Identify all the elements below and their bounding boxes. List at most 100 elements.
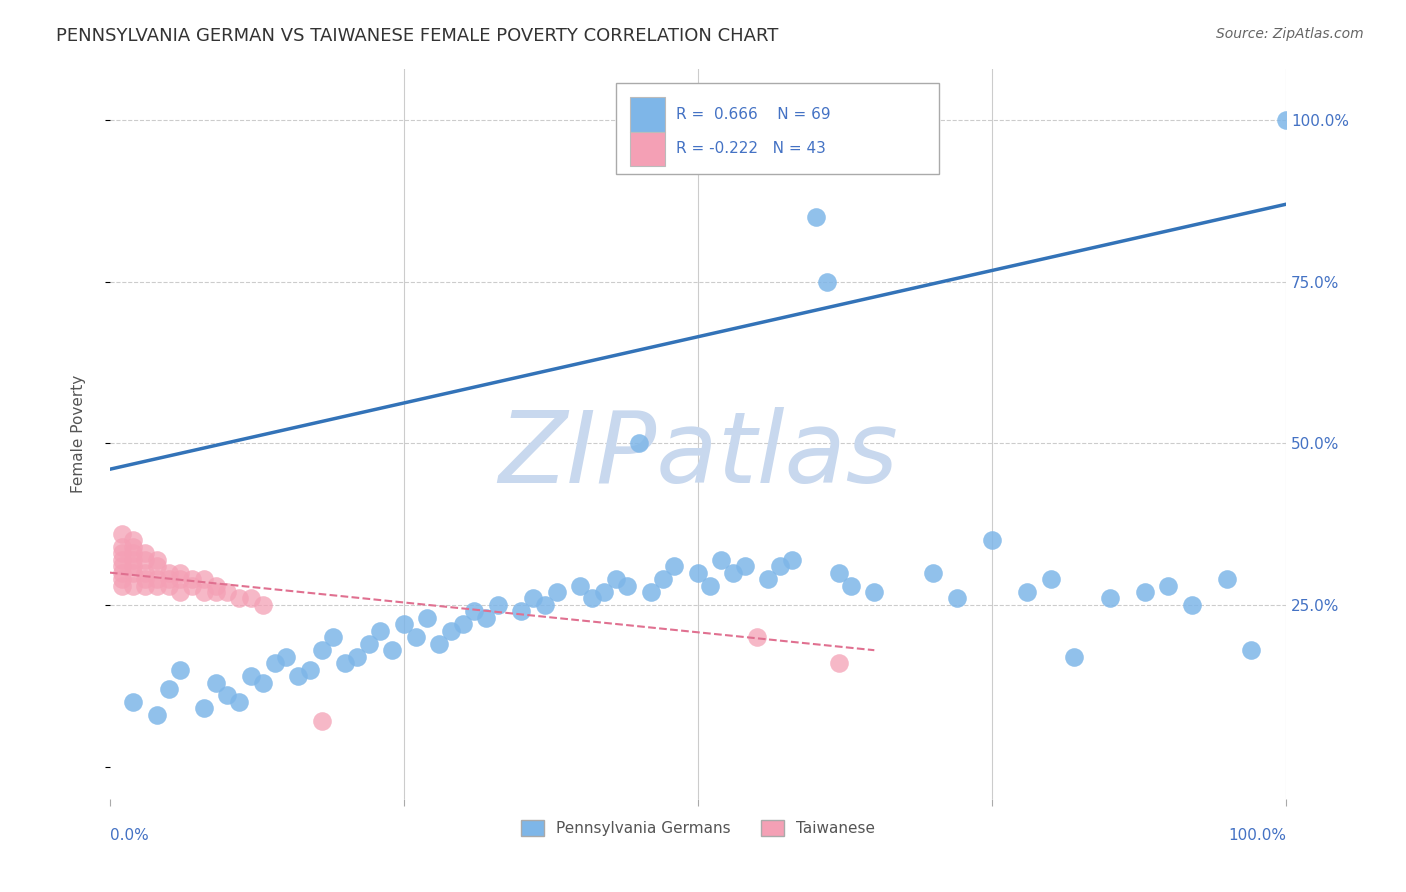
Point: [922, 566, 945, 580]
Point: [228, 591, 250, 606]
Point: [1063, 649, 1085, 664]
Point: [322, 630, 344, 644]
Point: [217, 689, 239, 703]
Point: [1275, 113, 1298, 128]
Point: [181, 572, 204, 586]
Point: [1157, 578, 1180, 592]
Point: [122, 552, 145, 566]
Point: [592, 585, 614, 599]
Point: [357, 637, 380, 651]
Point: [110, 540, 132, 554]
Point: [228, 695, 250, 709]
Point: [110, 552, 132, 566]
Point: [252, 598, 274, 612]
Point: [628, 436, 651, 450]
Point: [134, 546, 156, 560]
Point: [169, 566, 191, 580]
Point: [146, 559, 169, 574]
Point: [699, 578, 721, 592]
Point: [1240, 643, 1263, 657]
Point: [828, 656, 851, 670]
Point: [311, 714, 333, 729]
Point: [240, 591, 263, 606]
Point: [745, 630, 768, 644]
Point: [157, 578, 180, 592]
Point: [945, 591, 967, 606]
Point: [486, 598, 509, 612]
Point: [451, 617, 474, 632]
Point: [780, 552, 803, 566]
Point: [204, 675, 226, 690]
Text: R = -0.222   N = 43: R = -0.222 N = 43: [675, 141, 825, 156]
Point: [815, 275, 838, 289]
Point: [416, 611, 439, 625]
FancyBboxPatch shape: [630, 97, 665, 132]
Point: [157, 566, 180, 580]
FancyBboxPatch shape: [630, 132, 665, 166]
Point: [193, 572, 215, 586]
Point: [522, 591, 544, 606]
Point: [721, 566, 744, 580]
Text: ZIPatlas: ZIPatlas: [498, 407, 898, 504]
Point: [980, 533, 1002, 548]
Point: [146, 578, 169, 592]
Point: [1181, 598, 1204, 612]
Point: [204, 585, 226, 599]
Point: [240, 669, 263, 683]
Point: [146, 707, 169, 722]
Point: [110, 559, 132, 574]
Point: [263, 656, 285, 670]
Point: [392, 617, 415, 632]
Point: [569, 578, 592, 592]
Point: [110, 572, 132, 586]
Point: [758, 572, 780, 586]
Point: [510, 604, 533, 618]
Point: [546, 585, 568, 599]
Point: [134, 566, 156, 580]
Point: [839, 578, 862, 592]
Point: [1098, 591, 1121, 606]
Point: [169, 663, 191, 677]
Point: [193, 585, 215, 599]
Point: [381, 643, 404, 657]
Point: [276, 649, 298, 664]
Point: [581, 591, 603, 606]
Point: [346, 649, 368, 664]
Text: PENNSYLVANIA GERMAN VS TAIWANESE FEMALE POVERTY CORRELATION CHART: PENNSYLVANIA GERMAN VS TAIWANESE FEMALE …: [56, 27, 779, 45]
Point: [122, 533, 145, 548]
Point: [122, 566, 145, 580]
Point: [664, 559, 686, 574]
Text: 0.0%: 0.0%: [110, 828, 149, 843]
Point: [605, 572, 627, 586]
Point: [122, 559, 145, 574]
Point: [311, 643, 333, 657]
Point: [427, 637, 450, 651]
Point: [298, 663, 321, 677]
Point: [1133, 585, 1156, 599]
Point: [686, 566, 709, 580]
Point: [252, 675, 274, 690]
Point: [475, 611, 498, 625]
Point: [769, 559, 792, 574]
FancyBboxPatch shape: [616, 83, 939, 175]
Point: [1216, 572, 1239, 586]
Point: [287, 669, 309, 683]
Point: [181, 578, 204, 592]
Point: [134, 572, 156, 586]
Point: [616, 578, 638, 592]
Point: [110, 526, 132, 541]
Point: [169, 572, 191, 586]
Point: [193, 701, 215, 715]
Text: 100.0%: 100.0%: [1227, 828, 1286, 843]
Point: [134, 552, 156, 566]
Point: [463, 604, 485, 618]
Y-axis label: Female Poverty: Female Poverty: [72, 375, 86, 492]
Point: [157, 681, 180, 696]
Point: [157, 572, 180, 586]
Point: [333, 656, 356, 670]
Point: [146, 552, 169, 566]
Point: [204, 578, 226, 592]
Point: [134, 578, 156, 592]
Point: [734, 559, 756, 574]
Text: R =  0.666    N = 69: R = 0.666 N = 69: [675, 107, 830, 122]
